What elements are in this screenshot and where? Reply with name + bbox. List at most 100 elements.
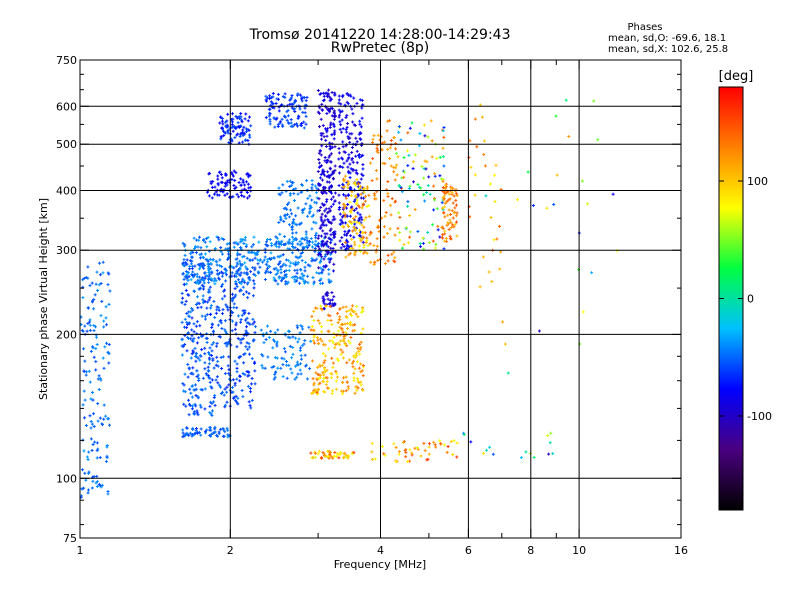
data-point [319, 92, 323, 96]
data-point [225, 426, 229, 430]
data-point [298, 368, 302, 372]
data-point [478, 285, 482, 289]
data-point [273, 125, 277, 129]
data-point [279, 265, 283, 269]
data-point [404, 448, 408, 451]
data-point [332, 295, 336, 299]
data-point [191, 349, 195, 353]
data-point [215, 263, 219, 267]
data-point [491, 452, 495, 456]
data-point [182, 282, 186, 286]
data-point [434, 242, 438, 246]
data-point [206, 262, 210, 266]
data-point [217, 308, 221, 312]
data-point [397, 450, 401, 454]
data-point [213, 185, 217, 189]
data-point [296, 340, 300, 344]
data-point [348, 176, 352, 180]
data-point [244, 318, 248, 322]
data-point [102, 325, 106, 329]
data-point [296, 372, 300, 376]
data-point [319, 215, 323, 219]
data-point [547, 452, 551, 456]
data-point [239, 264, 243, 268]
data-point [284, 115, 288, 119]
data-point [219, 335, 222, 339]
data-point [212, 396, 216, 399]
data-point [226, 433, 230, 437]
data-point [213, 394, 217, 397]
data-point [272, 267, 276, 271]
data-point [329, 451, 332, 454]
data-point [230, 123, 234, 127]
data-point [433, 172, 437, 176]
data-point [241, 178, 245, 182]
data-point [343, 215, 347, 219]
data-point [493, 173, 497, 177]
data-point [196, 295, 199, 299]
data-point [304, 114, 308, 118]
data-point [359, 196, 363, 200]
data-point [475, 145, 479, 149]
data-point [356, 386, 360, 390]
data-point [322, 301, 326, 305]
data-point [89, 437, 93, 441]
data-point [225, 247, 229, 251]
data-point [291, 221, 295, 225]
data-point [396, 226, 400, 230]
data-point [299, 346, 302, 350]
data-point [232, 169, 236, 173]
data-point [322, 170, 326, 173]
data-point [225, 119, 229, 123]
data-point [320, 325, 323, 329]
data-point [233, 383, 237, 387]
data-point [335, 342, 339, 346]
data-point [386, 119, 390, 123]
data-point [353, 218, 357, 222]
data-point [265, 331, 269, 335]
data-point [186, 336, 190, 339]
data-point [226, 257, 230, 261]
data-point [359, 383, 363, 387]
data-point [310, 215, 314, 219]
data-point [207, 376, 211, 380]
data-point [220, 126, 224, 130]
data-point [423, 134, 427, 138]
data-point [210, 185, 214, 189]
data-point [285, 110, 289, 114]
data-point [400, 186, 403, 190]
data-point [82, 347, 85, 351]
data-point [406, 200, 410, 204]
data-point [88, 328, 92, 332]
data-point [250, 398, 254, 402]
data-point [261, 366, 265, 370]
data-point [94, 325, 97, 329]
data-point [79, 315, 83, 319]
data-point [297, 337, 301, 341]
y-tick-label: 500 [56, 138, 77, 151]
data-point [203, 361, 207, 365]
data-point [308, 194, 312, 198]
data-point [342, 334, 346, 338]
data-point [90, 422, 94, 426]
data-point [239, 132, 243, 136]
data-point [320, 330, 324, 334]
data-point [334, 369, 338, 373]
data-point [197, 379, 201, 382]
data-point [331, 176, 335, 180]
data-point [328, 154, 332, 157]
data-point [236, 278, 240, 282]
data-point [91, 391, 94, 394]
data-point [85, 370, 88, 374]
data-point [349, 167, 353, 171]
data-point [86, 306, 90, 310]
data-point [421, 241, 425, 245]
data-point [218, 264, 222, 268]
data-point [234, 321, 238, 325]
data-point [330, 191, 333, 195]
data-point [275, 97, 279, 101]
data-point [107, 272, 111, 276]
data-point [319, 307, 323, 311]
data-point [226, 112, 230, 116]
